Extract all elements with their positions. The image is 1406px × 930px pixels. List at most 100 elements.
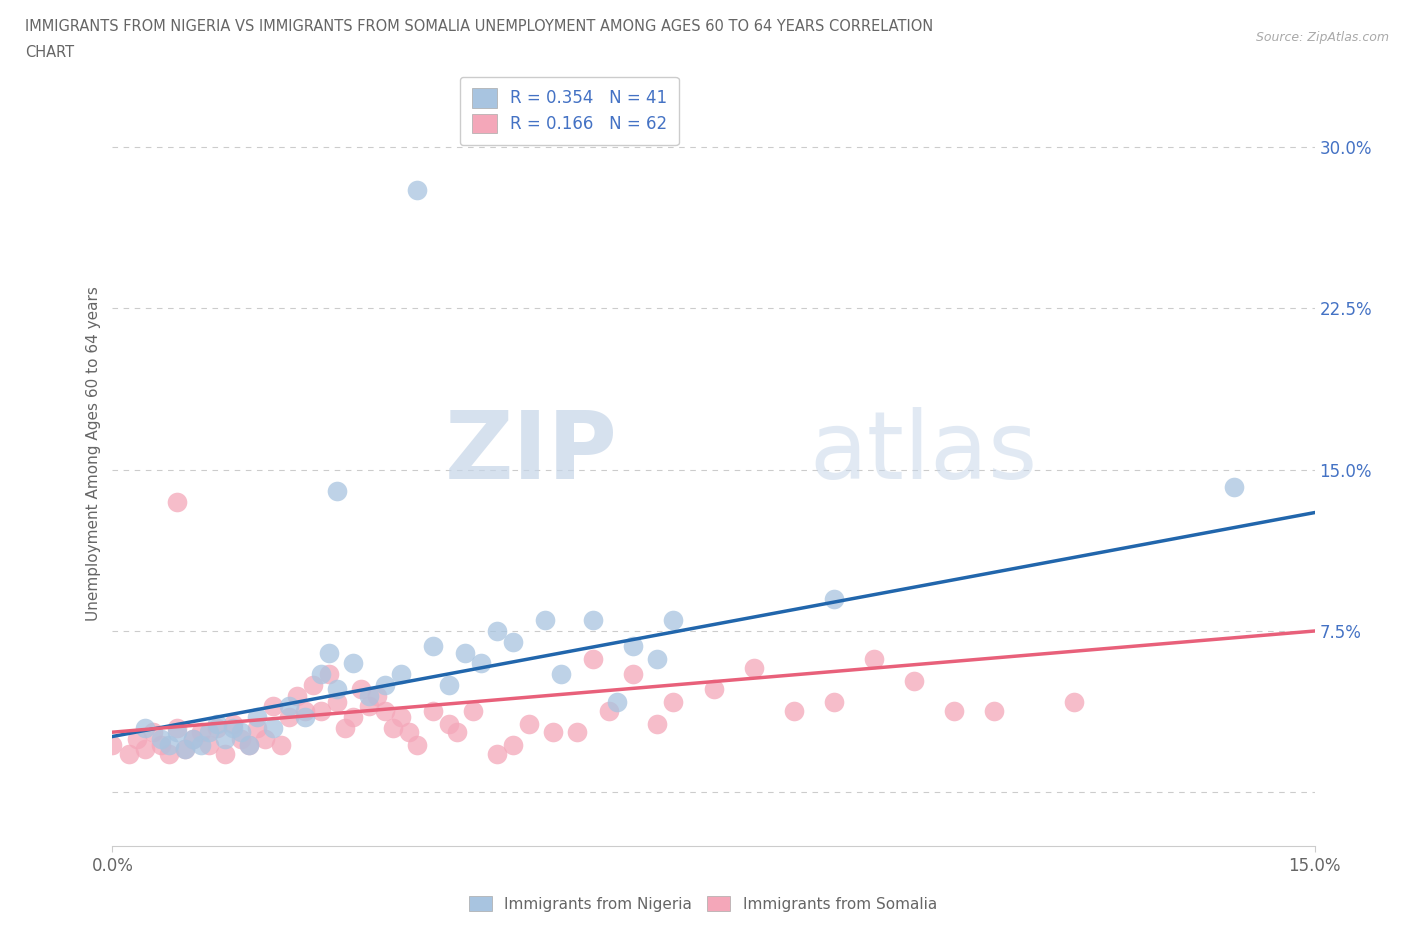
Legend: Immigrants from Nigeria, Immigrants from Somalia: Immigrants from Nigeria, Immigrants from… — [463, 889, 943, 918]
Point — [262, 721, 284, 736]
Point — [621, 639, 644, 654]
Point — [389, 667, 412, 682]
Point — [214, 731, 236, 746]
Point — [422, 639, 444, 654]
Text: IMMIGRANTS FROM NIGERIA VS IMMIGRANTS FROM SOMALIA UNEMPLOYMENT AMONG AGES 60 TO: IMMIGRANTS FROM NIGERIA VS IMMIGRANTS FR… — [25, 19, 934, 33]
Text: ZIP: ZIP — [444, 407, 617, 499]
Point — [437, 677, 460, 692]
Point — [222, 716, 245, 731]
Point — [222, 721, 245, 736]
Point — [582, 613, 605, 628]
Point — [983, 703, 1005, 718]
Point — [309, 667, 332, 682]
Point — [374, 703, 396, 718]
Point — [567, 724, 589, 739]
Point — [149, 737, 172, 752]
Legend: R = 0.354   N = 41, R = 0.166   N = 62: R = 0.354 N = 41, R = 0.166 N = 62 — [460, 76, 679, 145]
Point — [461, 703, 484, 718]
Point — [543, 724, 565, 739]
Point — [606, 695, 628, 710]
Point — [125, 731, 148, 746]
Point — [246, 710, 269, 724]
Point — [1223, 479, 1246, 494]
Point — [181, 731, 204, 746]
Point — [229, 731, 252, 746]
Point — [229, 724, 252, 739]
Point — [181, 731, 204, 746]
Point — [205, 716, 228, 731]
Point — [502, 634, 524, 649]
Point — [1063, 695, 1085, 710]
Point — [517, 716, 540, 731]
Text: CHART: CHART — [25, 45, 75, 60]
Point — [742, 660, 765, 675]
Point — [302, 677, 325, 692]
Point — [342, 710, 364, 724]
Point — [333, 721, 356, 736]
Point — [238, 737, 260, 752]
Point — [823, 591, 845, 606]
Point — [294, 703, 316, 718]
Text: atlas: atlas — [810, 407, 1038, 499]
Point — [285, 688, 308, 703]
Point — [621, 667, 644, 682]
Point — [246, 721, 269, 736]
Point — [157, 737, 180, 752]
Point — [166, 495, 188, 510]
Point — [190, 737, 212, 752]
Point — [149, 731, 172, 746]
Point — [406, 182, 429, 197]
Point — [166, 721, 188, 736]
Point — [318, 667, 340, 682]
Point — [350, 682, 373, 697]
Point — [238, 737, 260, 752]
Point — [366, 688, 388, 703]
Point — [253, 731, 276, 746]
Point — [382, 721, 405, 736]
Point — [166, 724, 188, 739]
Point — [326, 484, 349, 498]
Point — [903, 673, 925, 688]
Point — [326, 695, 349, 710]
Point — [550, 667, 572, 682]
Point — [262, 699, 284, 714]
Point — [406, 737, 429, 752]
Point — [446, 724, 468, 739]
Point — [326, 682, 349, 697]
Point — [318, 645, 340, 660]
Point — [662, 613, 685, 628]
Point — [647, 716, 669, 731]
Y-axis label: Unemployment Among Ages 60 to 64 years: Unemployment Among Ages 60 to 64 years — [86, 286, 101, 621]
Point — [534, 613, 557, 628]
Point — [374, 677, 396, 692]
Point — [437, 716, 460, 731]
Point — [357, 688, 380, 703]
Point — [173, 742, 195, 757]
Point — [173, 742, 195, 757]
Point — [270, 737, 292, 752]
Point — [197, 737, 219, 752]
Point — [141, 724, 163, 739]
Point — [277, 699, 299, 714]
Point — [190, 724, 212, 739]
Point — [647, 652, 669, 667]
Point — [454, 645, 477, 660]
Point — [582, 652, 605, 667]
Point — [422, 703, 444, 718]
Point — [205, 721, 228, 736]
Point — [309, 703, 332, 718]
Point — [823, 695, 845, 710]
Point — [214, 746, 236, 761]
Point — [389, 710, 412, 724]
Point — [486, 623, 509, 638]
Point — [470, 656, 492, 671]
Text: Source: ZipAtlas.com: Source: ZipAtlas.com — [1256, 31, 1389, 44]
Point — [863, 652, 886, 667]
Point — [134, 742, 156, 757]
Point — [702, 682, 725, 697]
Point — [294, 710, 316, 724]
Point — [197, 724, 219, 739]
Point — [357, 699, 380, 714]
Point — [134, 721, 156, 736]
Point — [486, 746, 509, 761]
